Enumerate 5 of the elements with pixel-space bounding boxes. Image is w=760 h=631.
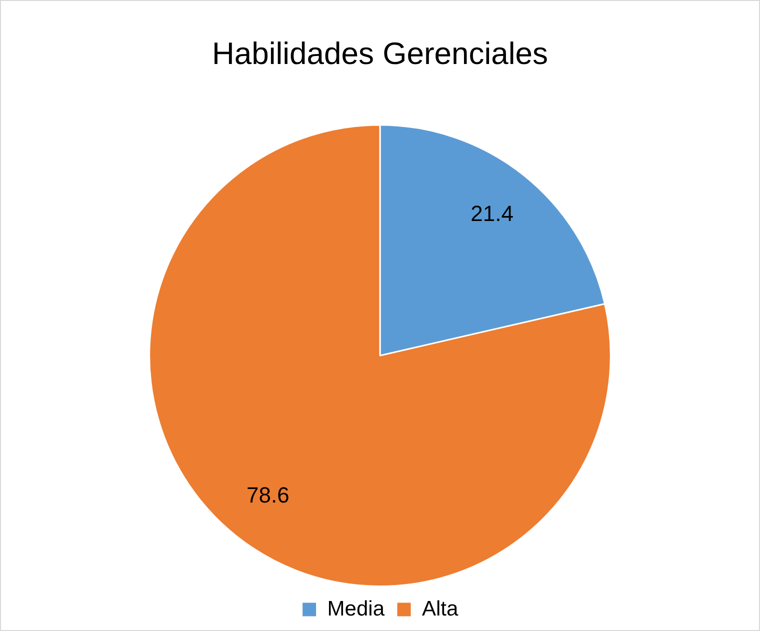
legend-label: Media — [327, 597, 385, 620]
data-label: 21.4 — [470, 200, 514, 226]
data-label: 78.6 — [246, 482, 290, 508]
legend-label: Alta — [422, 597, 459, 620]
chart-title: Habilidades Gerenciales — [212, 36, 548, 72]
